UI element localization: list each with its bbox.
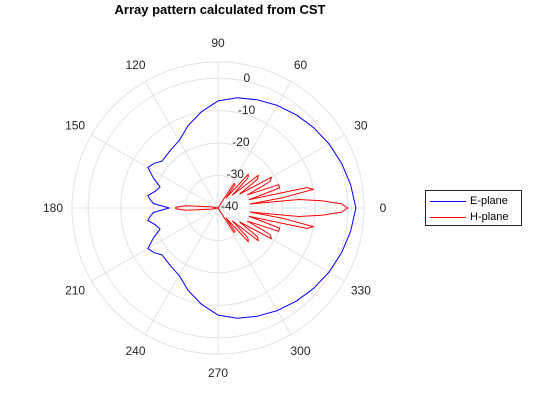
angle-tick-label: 60 — [294, 58, 308, 72]
chart-title: Array pattern calculated from CST — [115, 2, 326, 17]
angle-tick-label: 90 — [211, 36, 225, 50]
angle-tick-label: 0 — [380, 201, 387, 215]
grid-spoke — [144, 207, 219, 335]
angle-tick-label: 330 — [351, 284, 371, 298]
angle-tick-label: 210 — [65, 284, 85, 298]
grid-spoke — [91, 207, 219, 282]
grid-spoke — [217, 81, 292, 209]
radial-tick-label: -20 — [232, 135, 250, 149]
angle-tick-label: 120 — [125, 58, 145, 72]
polar-grid — [71, 61, 365, 355]
tick-labels: 0 30 60 90 120 150 180 210 240 270 300 330 0 -10 -20 -3… — [43, 36, 387, 380]
legend: E-plane H-plane — [425, 190, 522, 226]
radial-tick-label: -30 — [227, 167, 245, 181]
legend-swatch-h-plane — [430, 216, 466, 218]
legend-item-e-plane: E-plane — [430, 193, 508, 209]
grid-spoke — [144, 81, 219, 209]
series-line-h-plane — [175, 173, 349, 243]
angle-tick-label: 150 — [65, 119, 85, 133]
radial-tick-label: 0 — [244, 71, 251, 85]
series-layer — [147, 97, 357, 319]
grid-spoke — [217, 207, 292, 335]
angle-tick-label: 300 — [290, 344, 310, 358]
radial-tick-label: -40 — [221, 199, 239, 213]
angle-tick-label: 180 — [43, 201, 63, 215]
grid-spoke — [91, 134, 219, 209]
grid-spoke — [217, 207, 345, 282]
legend-swatch-e-plane — [430, 200, 466, 202]
legend-item-h-plane: H-plane — [430, 209, 509, 225]
radial-tick-label: -10 — [238, 103, 256, 117]
angle-tick-label: 240 — [125, 344, 145, 358]
angle-tick-label: 30 — [354, 119, 368, 133]
angle-tick-label: 270 — [208, 366, 228, 380]
legend-label-e-plane: E-plane — [470, 195, 508, 207]
legend-label-h-plane: H-plane — [470, 211, 509, 223]
grid-spoke — [217, 134, 345, 209]
series-line-e-plane — [147, 97, 357, 319]
